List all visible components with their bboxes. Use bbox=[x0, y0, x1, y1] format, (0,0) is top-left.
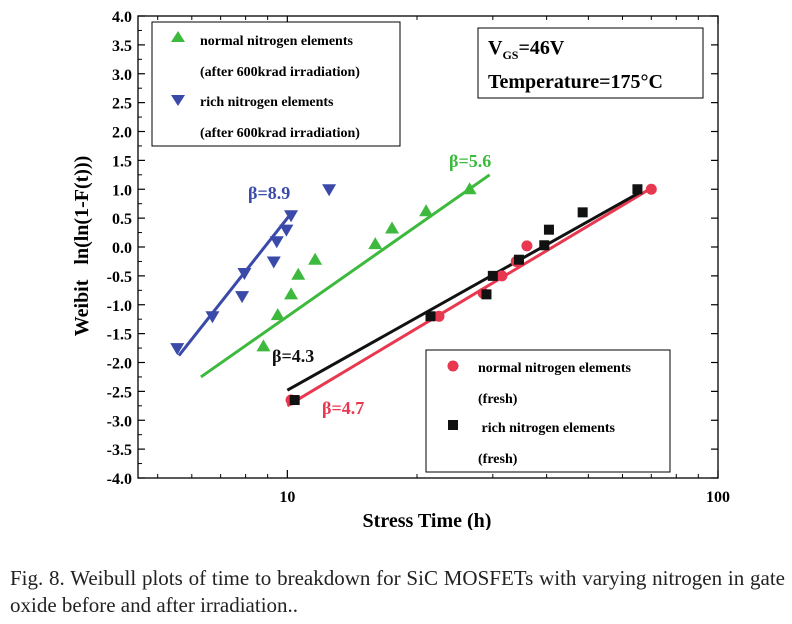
data-point-series-1 bbox=[205, 311, 220, 324]
data-point-series-0 bbox=[462, 182, 477, 195]
data-point-series-1 bbox=[266, 256, 281, 269]
data-point-series-1 bbox=[322, 184, 337, 197]
beta-label-blue: β=8.9 bbox=[248, 183, 290, 203]
y-tick-label: 3.0 bbox=[112, 67, 132, 84]
data-point-series-3 bbox=[632, 184, 643, 195]
data-point-series-3 bbox=[487, 270, 498, 281]
fit-line-3 bbox=[286, 190, 642, 392]
y-tick-label: -1.5 bbox=[107, 327, 132, 344]
y-tick-label: -2.5 bbox=[107, 384, 132, 401]
y-tick-label: 0.0 bbox=[112, 240, 132, 257]
legend-label-normal-irradiated-line1: normal nitrogen elements bbox=[200, 34, 353, 49]
x-tick-label: 100 bbox=[706, 489, 730, 506]
data-point-series-0 bbox=[368, 237, 383, 250]
legend-label-normal-fresh-line2: (fresh) bbox=[478, 392, 518, 407]
data-point-series-1 bbox=[235, 291, 250, 304]
y-tick-label: -3.5 bbox=[107, 442, 132, 459]
legend-label-rich-fresh-line2: (fresh) bbox=[478, 452, 518, 467]
data-point-series-3 bbox=[289, 395, 300, 406]
data-point-series-3 bbox=[539, 240, 550, 251]
data-point-series-0 bbox=[308, 252, 323, 265]
data-point-series-2 bbox=[645, 183, 657, 195]
beta-label-black: β=4.3 bbox=[272, 346, 314, 366]
data-point-series-3 bbox=[513, 254, 524, 265]
legend-fresh-box bbox=[425, 349, 671, 473]
legend-marker-normal-irradiated bbox=[171, 31, 185, 42]
data-point-series-3 bbox=[481, 289, 492, 300]
fit-line-2 bbox=[286, 186, 653, 408]
y-tick-label: -0.5 bbox=[107, 269, 132, 286]
legend-irradiated-box bbox=[151, 21, 401, 147]
y-tick-label: 2.5 bbox=[112, 96, 132, 113]
fit-line-0 bbox=[200, 173, 491, 379]
data-point-series-2 bbox=[521, 240, 533, 252]
y-tick-label: 0.5 bbox=[112, 211, 132, 228]
y-tick-label: -2.0 bbox=[107, 356, 132, 373]
data-point-series-0 bbox=[256, 339, 271, 352]
y-tick-label: 1.0 bbox=[112, 182, 132, 199]
data-point-series-1 bbox=[279, 224, 294, 237]
data-point-series-0 bbox=[270, 308, 285, 321]
legend-marker-normal-fresh bbox=[447, 360, 459, 372]
condition-vgs: VGS=46V bbox=[488, 37, 565, 62]
conditions-frame bbox=[477, 27, 704, 99]
y-tick-label: -3.0 bbox=[107, 413, 132, 430]
x-axis-label: Stress Time (h) bbox=[363, 510, 492, 530]
data-point-series-2 bbox=[433, 310, 445, 322]
data-point-series-0 bbox=[284, 287, 299, 300]
y-tick-label: 3.5 bbox=[112, 38, 132, 55]
data-point-series-0 bbox=[419, 204, 434, 217]
data-point-series-1 bbox=[170, 343, 185, 356]
x-tick-label: 10 bbox=[279, 489, 295, 506]
x-axis-ticks: 10 100 bbox=[157, 16, 730, 506]
conditions-box: VGS=46V Temperature=175°C bbox=[477, 27, 704, 99]
legend-label-rich-irradiated-line1: rich nitrogen elements bbox=[200, 95, 334, 110]
beta-label-red: β=4.7 bbox=[322, 398, 364, 418]
data-point-series-3 bbox=[543, 224, 554, 235]
data-point-series-0 bbox=[385, 221, 400, 234]
data-points bbox=[170, 182, 657, 406]
legend-irradiated: normal nitrogen elements (after 600krad … bbox=[151, 21, 401, 147]
figure-caption: Fig. 8. Weibull plots of time to breakdo… bbox=[10, 566, 785, 617]
condition-temperature: Temperature=175°C bbox=[488, 71, 663, 93]
data-point-series-3 bbox=[577, 207, 588, 218]
legend-marker-rich-irradiated bbox=[171, 95, 185, 106]
data-point-series-1 bbox=[237, 267, 252, 280]
weibull-chart: -4.0 -3.5 -3.0 -2.5 -2.0 -1.5 -1.0 -0.5 0.0 0.5 1.… bbox=[71, 9, 730, 530]
y-tick-label: 2.0 bbox=[112, 125, 132, 142]
legend-label-normal-fresh-line1: normal nitrogen elements bbox=[478, 361, 631, 376]
fit-line-1 bbox=[177, 210, 295, 357]
y-axis-label: Weibit ln(ln(1-F(t))) bbox=[71, 156, 93, 337]
y-tick-label: 4.0 bbox=[112, 9, 132, 26]
data-point-series-0 bbox=[291, 267, 306, 280]
data-point-series-3 bbox=[425, 311, 436, 322]
legend-label-rich-irradiated-line2: (after 600krad irradiation) bbox=[200, 126, 360, 141]
y-axis-ticks: -4.0 -3.5 -3.0 -2.5 -2.0 -1.5 -1.0 -0.5 0.0 0.5 1.… bbox=[107, 9, 718, 488]
fit-lines bbox=[177, 173, 653, 408]
data-point-series-2 bbox=[496, 270, 508, 282]
legend-label-rich-fresh-line1: rich nitrogen elements bbox=[478, 421, 616, 436]
data-point-series-1 bbox=[269, 236, 284, 249]
y-tick-label: 1.5 bbox=[112, 153, 132, 170]
legend-label-normal-irradiated-line2: (after 600krad irradiation) bbox=[200, 65, 360, 80]
beta-label-green: β=5.6 bbox=[449, 151, 491, 171]
legend-marker-rich-fresh bbox=[448, 420, 458, 430]
y-tick-label: -4.0 bbox=[107, 471, 132, 488]
legend-fresh: normal nitrogen elements (fresh) rich ni… bbox=[425, 349, 671, 473]
y-tick-label: -1.0 bbox=[107, 298, 132, 315]
data-point-series-1 bbox=[284, 210, 299, 223]
